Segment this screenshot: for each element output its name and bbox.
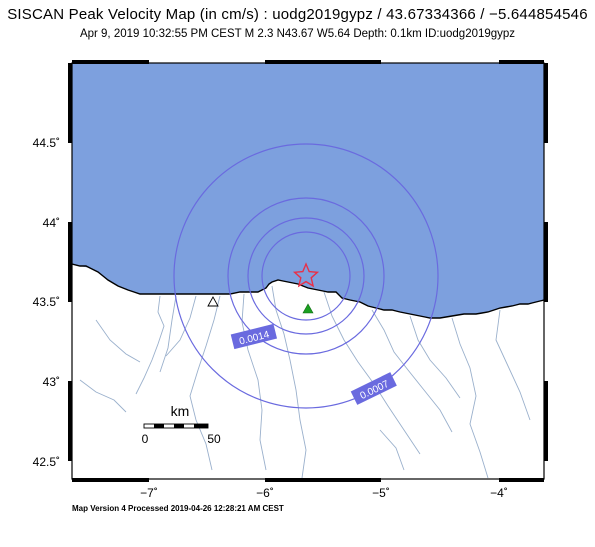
lat-label: 44˚ [43,216,60,230]
event-subtitle: Apr 9, 2019 10:32:55 PM CEST M 2.3 N43.6… [79,28,516,40]
star-icon [292,262,320,288]
scale-bar: km 0 50 [142,403,221,446]
lat-label: 43.5˚ [33,295,60,309]
lon-label: −6˚ [256,486,274,500]
lon-label: −7˚ [140,486,158,500]
map-title: SISCAN Peak Velocity Map (in cm/s) : uod… [7,6,588,23]
triangle-outline-icon [207,296,219,307]
map-area [72,63,544,479]
coastline [72,263,544,319]
lat-label: 42.5˚ [33,455,60,469]
lon-label: −5˚ [372,486,390,500]
triangle-icon [302,303,314,314]
rivers [79,285,531,479]
sea [72,63,544,318]
scale-end: 50 [207,432,221,446]
scale-unit: km [171,403,190,419]
lat-label: 43˚ [43,375,60,389]
pgv-contours [173,143,439,409]
lon-label: −4˚ [490,486,508,500]
processed-footer: Map Version 4 Processed 2019-04-26 12:28… [72,504,284,513]
lat-label: 44.5˚ [33,136,60,150]
frame-border-ticks [68,60,548,482]
scale-start: 0 [142,432,149,446]
